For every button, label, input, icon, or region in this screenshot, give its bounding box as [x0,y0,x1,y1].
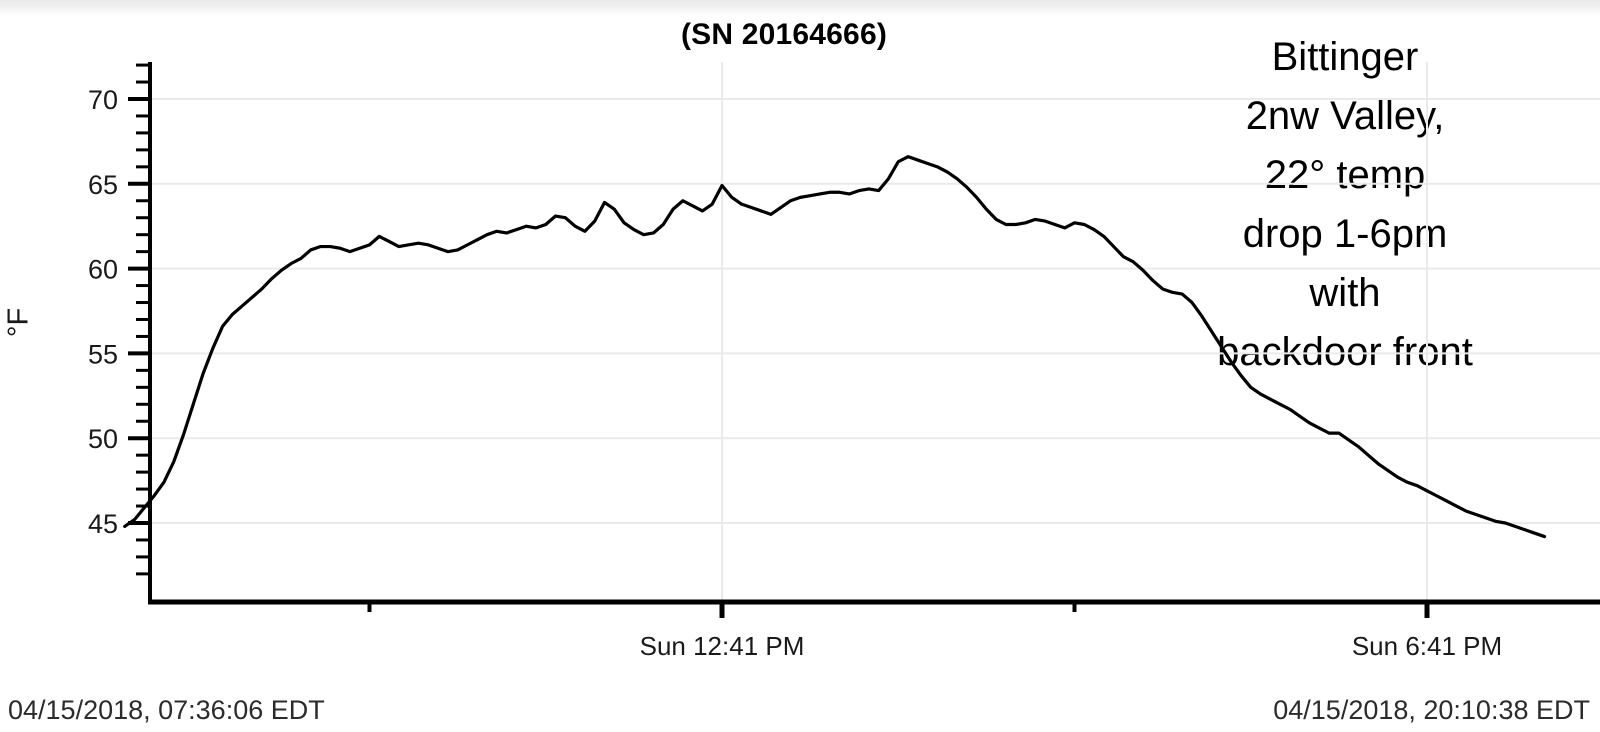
x-axis-ticks [367,602,1430,618]
annotation-line-1: Bittinger [1271,35,1419,79]
y-axis-ticks [128,63,150,576]
start-timestamp: 04/15/2018, 07:36:06 EDT [8,695,325,725]
grid-lines [150,62,1600,602]
temperature-series-line [123,155,1547,539]
annotation-line-2: 2nw Valley, [1245,94,1445,138]
y-axis-tick-label: 65 [88,170,118,200]
annotation-line-6: backdoor front [1217,330,1473,374]
y-axis-tick-label: 45 [88,509,118,539]
y-axis-tick-label: 70 [88,85,118,115]
annotation-line-4: drop 1-6pm [1242,212,1448,256]
y-axis-tick-label: 60 [88,255,118,285]
x-axis-tick-labels: Sun 12:41 PM Sun 6:41 PM [640,631,1503,661]
x-axis-tick-label: Sun 6:41 PM [1352,631,1502,661]
top-gradient-strip [0,0,1600,16]
axis-group [148,62,1600,605]
x-axis-tick-label: Sun 12:41 PM [640,631,805,661]
annotation-line-5: with [1309,271,1381,315]
y-axis-tick-labels: 70 65 60 55 50 45 [88,85,118,539]
y-axis-tick-label: 50 [88,424,118,454]
chart-annotation: Bittinger 2nw Valley, 22° temp drop 1-6p… [1110,28,1580,382]
annotation-line-3: 22° temp [1264,153,1426,197]
y-axis-tick-label: 55 [88,339,118,369]
end-timestamp: 04/15/2018, 20:10:38 EDT [1273,695,1590,725]
plot-line-group [123,155,1547,539]
chart-title: (SN 20164666) [680,18,888,51]
